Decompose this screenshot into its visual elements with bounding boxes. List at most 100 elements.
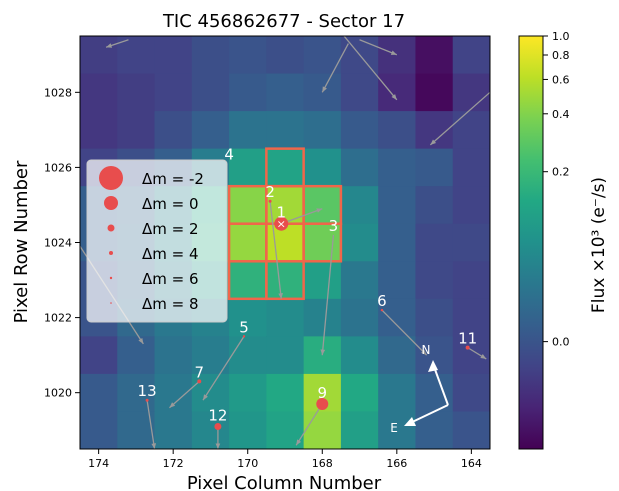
x-tick-label: 174: [88, 457, 109, 470]
star-marker: [316, 397, 329, 410]
heatmap-cell: [378, 298, 416, 337]
motion-arrowhead: [391, 94, 397, 100]
heatmap-cell: [229, 223, 267, 262]
heatmap-cell: [80, 36, 118, 75]
target-cross: ×: [277, 218, 286, 231]
heatmap-cell: [266, 111, 305, 150]
heatmap-cell: [303, 111, 342, 150]
heatmap-cell: [378, 148, 416, 187]
heatmap-cell: [340, 111, 379, 150]
motion-arrow: [321, 43, 349, 93]
x-tick-label: 170: [237, 457, 258, 470]
heatmap-cell: [117, 111, 156, 150]
motion-arrowhead: [203, 394, 208, 401]
motion-arrowhead: [138, 337, 144, 344]
heatmap-cell: [340, 261, 379, 300]
heatmap-cell: [452, 111, 490, 150]
star-label: 6: [377, 292, 387, 310]
heatmap-cell: [191, 36, 230, 75]
motion-arrowhead: [320, 349, 326, 356]
legend-marker: [104, 196, 118, 210]
heatmap-cell: [415, 36, 454, 75]
motion-arrow: [281, 208, 323, 225]
heatmap-cell: [229, 261, 267, 300]
motion-arrow: [381, 309, 428, 356]
heatmap-cell: [303, 261, 342, 300]
heatmap-cell: [340, 73, 379, 112]
star-label: 2: [265, 183, 275, 201]
motion-arrow: [343, 36, 398, 101]
y-tick-label: 1024: [44, 237, 72, 250]
heatmap-cell: [303, 336, 342, 375]
heatmap-cell: [229, 36, 267, 75]
x-axis-label: Pixel Column Number: [187, 473, 382, 491]
star-label: 11: [458, 330, 477, 348]
heatmap-cell: [340, 411, 379, 449]
heatmap-cell: [117, 336, 156, 375]
legend-entry: Δm = 8: [142, 295, 199, 313]
motion-arrow: [169, 380, 200, 409]
star-label: 9: [317, 384, 327, 402]
heatmap-cell: [303, 298, 342, 337]
colorbar-tick-label: 1.0: [552, 30, 570, 43]
motion-arrow: [269, 201, 282, 299]
x-tick-label: 164: [461, 457, 482, 470]
compass: N E: [390, 343, 449, 435]
y-axis-label: Pixel Row Number: [11, 160, 32, 323]
motion-arrow: [146, 400, 156, 449]
colorbar-label: Flux ×10³ (e⁻/s): [589, 177, 609, 313]
heatmap-cell: [340, 336, 379, 375]
heatmap-cell: [452, 373, 490, 412]
heatmap-cell: [154, 336, 193, 375]
heatmap-cell: [80, 336, 118, 375]
star-label: 7: [194, 363, 204, 381]
heatmap-cell: [340, 148, 379, 187]
star-label: 1: [276, 204, 286, 222]
heatmap-cell: [191, 411, 230, 449]
colorbar-ticks: 1.0 0.8 0.6 0.4 0.2 0.0: [543, 30, 570, 349]
heatmap-cell: [229, 73, 267, 112]
heatmap-cell: [415, 261, 454, 300]
heatmap-cell: [266, 261, 305, 300]
heatmap-cell: [452, 148, 490, 187]
x-tick-label: 168: [312, 457, 333, 470]
star-marker: [242, 335, 246, 338]
heatmap-cell: [117, 411, 156, 449]
heatmap-cell: [378, 373, 416, 412]
heatmap-cell: [266, 373, 305, 412]
colorbar-tick-label: 0.4: [552, 108, 570, 121]
heatmap-cell: [229, 111, 267, 150]
heatmap-cell: [415, 148, 454, 187]
motion-arrowhead: [296, 439, 302, 446]
heatmap-cell: [452, 261, 490, 300]
legend-entry: Δm = 2: [142, 220, 199, 238]
star-label: 13: [138, 382, 157, 400]
heatmap-cell: [378, 186, 416, 225]
colorbar-tick-label: 0.6: [552, 73, 570, 86]
heatmap-cell: [378, 111, 416, 150]
heatmap-cell: [303, 186, 342, 225]
motion-arrow: [295, 403, 323, 446]
heatmap-cell: [415, 298, 454, 337]
heatmap-cell: [117, 73, 156, 112]
heatmap-cell: [378, 223, 416, 262]
heatmap-cell: [266, 336, 305, 375]
aperture-pixel: [302, 222, 343, 263]
heatmap-cell: [229, 411, 267, 449]
motion-arrowhead: [215, 443, 221, 449]
heatmap-cell: [378, 261, 416, 300]
motion-arrowhead: [430, 139, 437, 145]
heatmap-cell: [229, 148, 267, 187]
legend-marker: [109, 251, 113, 255]
y-axis: 1020 1022 1024 1026 1028: [44, 86, 80, 400]
star-marker: [197, 379, 202, 384]
x-tick-label: 172: [163, 457, 184, 470]
star-marker: [380, 308, 384, 312]
star-label: 5: [239, 318, 249, 336]
star-marker: [214, 422, 222, 430]
heatmap-cell: [266, 73, 305, 112]
motion-arrow: [202, 336, 245, 401]
aperture-pixel: [265, 260, 305, 301]
